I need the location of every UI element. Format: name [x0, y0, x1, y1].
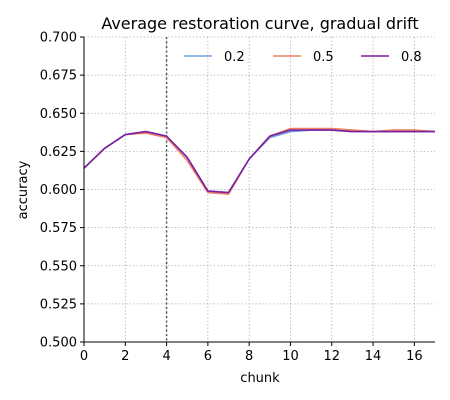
- legend: 0.2 0.5 0.8: [184, 50, 422, 65]
- y-tick-label: 0.575: [40, 221, 77, 236]
- x-tick-label: 12: [323, 349, 340, 364]
- y-axis-label: accuracy: [16, 160, 31, 219]
- x-tick-label: 14: [365, 349, 382, 364]
- chart-title: Average restoration curve, gradual drift: [101, 14, 418, 33]
- y-tick-label: 0.500: [40, 336, 77, 351]
- x-tick-label: 0: [80, 349, 88, 364]
- series-line-0.2: [83, 129, 435, 194]
- grid: [83, 36, 435, 343]
- y-tick-label: 0.625: [40, 145, 77, 160]
- legend-label-0.8: 0.8: [401, 50, 422, 65]
- series-lines: [83, 127, 436, 195]
- x-tick-label: 6: [204, 349, 212, 364]
- series-line-0.8: [83, 129, 435, 194]
- series-line-0.5: [83, 127, 436, 195]
- legend-label-0.2: 0.2: [224, 50, 245, 65]
- x-tick-label: 10: [282, 349, 299, 364]
- y-tick-label: 0.675: [40, 69, 77, 84]
- legend-label-0.5: 0.5: [313, 50, 334, 65]
- y-tick-label: 0.700: [40, 31, 77, 46]
- y-tick-label: 0.600: [40, 183, 77, 198]
- x-tick-label: 16: [406, 349, 423, 364]
- y-tick-label: 0.525: [40, 297, 77, 312]
- y-tick-label: 0.650: [40, 107, 77, 122]
- x-tick-label: 4: [162, 349, 170, 364]
- x-axis-label: chunk: [240, 371, 280, 386]
- x-tick-label: 2: [121, 349, 129, 364]
- x-tick-label: 8: [245, 349, 253, 364]
- ticks: 0 2 4 6 8 10 12 14 16 0.500 0.525 0.550 0.575 0.600 0.…: [40, 31, 423, 365]
- y-tick-label: 0.550: [40, 259, 77, 274]
